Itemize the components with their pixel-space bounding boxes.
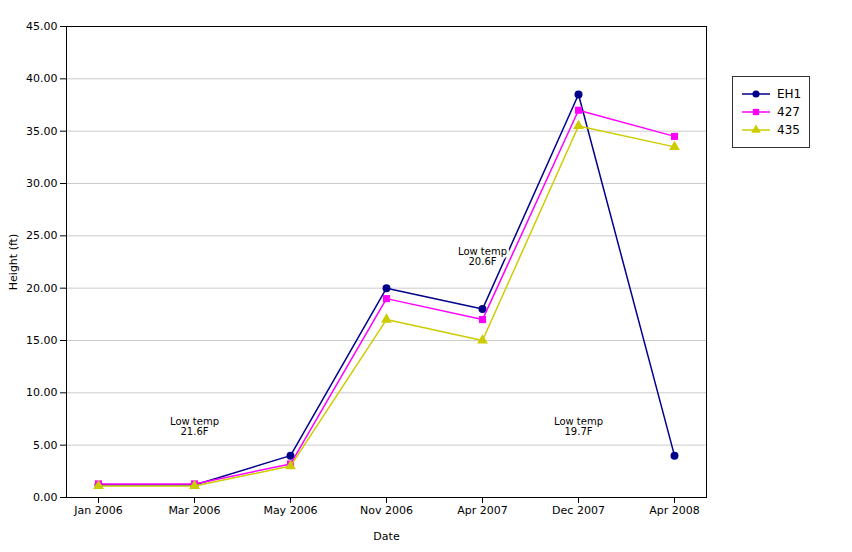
svg-text:20.00: 20.00 [26, 282, 58, 295]
html-text:427: 427 [777, 105, 800, 119]
svg-text:May 2006: May 2006 [263, 504, 317, 517]
svg-text:15.00: 15.00 [26, 334, 58, 347]
svg-text:Low temp19.7F: Low temp19.7F [554, 416, 603, 437]
svg-text:Low temp20.6F: Low temp20.6F [458, 246, 507, 267]
svg-text:Dec 2007: Dec 2007 [552, 504, 605, 517]
svg-text:Jan 2006: Jan 2006 [73, 504, 122, 517]
svg-text:Low temp21.6F: Low temp21.6F [170, 416, 219, 437]
svg-text:35.00: 35.00 [26, 125, 58, 138]
svg-text:45.00: 45.00 [26, 20, 58, 33]
svg-text:Apr 2007: Apr 2007 [457, 504, 508, 517]
svg-text:10.00: 10.00 [26, 386, 58, 399]
svg-text:Apr 2008: Apr 2008 [649, 504, 700, 517]
svg-text:40.00: 40.00 [26, 72, 58, 85]
html-text:435: 435 [777, 123, 800, 137]
svg-text:5.00: 5.00 [33, 439, 58, 452]
svg-text:Nov 2006: Nov 2006 [360, 504, 413, 517]
svg-text:Date: Date [373, 530, 400, 543]
svg-text:Height (ft): Height (ft) [7, 234, 20, 290]
html-text:EH1: EH1 [777, 87, 802, 101]
svg-text:Mar 2006: Mar 2006 [168, 504, 220, 517]
svg-text:30.00: 30.00 [26, 177, 58, 190]
svg-text:0.00: 0.00 [33, 491, 58, 504]
svg-text:25.00: 25.00 [26, 229, 58, 242]
